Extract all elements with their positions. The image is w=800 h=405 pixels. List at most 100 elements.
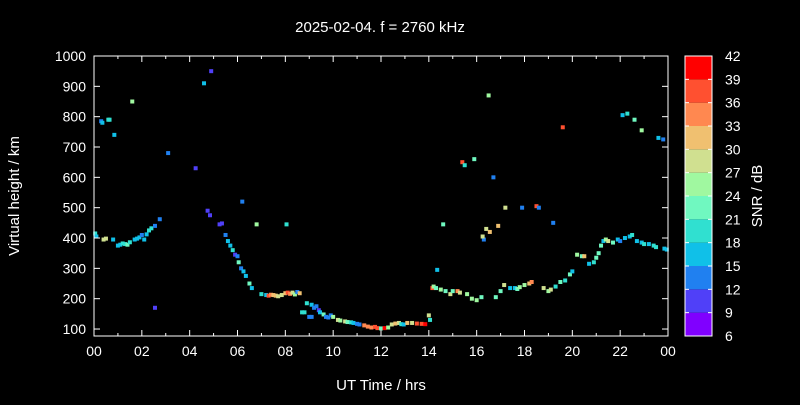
colorbar-tick-label: 24 <box>725 188 741 204</box>
data-point <box>266 293 271 298</box>
data-point <box>515 286 520 291</box>
data-point <box>546 289 551 294</box>
data-point <box>233 252 238 257</box>
data-point <box>536 205 541 210</box>
data-point <box>239 266 244 271</box>
data-point <box>529 280 534 285</box>
data-point <box>290 290 295 295</box>
y-tick-label: 500 <box>63 200 87 216</box>
data-point <box>522 283 527 288</box>
data-point <box>560 125 565 130</box>
colorbar-band <box>685 196 712 220</box>
data-point <box>410 320 415 325</box>
y-tick-label: 100 <box>63 321 87 337</box>
data-point <box>112 132 117 137</box>
x-tick-label: 00 <box>660 343 676 359</box>
data-point <box>103 236 108 241</box>
data-point <box>399 322 404 327</box>
data-point <box>120 241 125 246</box>
data-point <box>223 232 228 237</box>
data-point <box>414 321 419 326</box>
data-point <box>331 314 336 319</box>
data-point <box>594 255 599 260</box>
data-point <box>455 289 460 294</box>
data-point <box>271 293 276 298</box>
data-point <box>157 217 162 222</box>
data-point <box>634 239 639 244</box>
data-point <box>512 286 517 291</box>
data-point <box>219 221 224 226</box>
data-point <box>323 314 328 319</box>
data-point <box>622 236 627 241</box>
data-point <box>551 220 556 225</box>
colorbar-tick-label: 15 <box>725 258 741 274</box>
data-point <box>591 260 596 265</box>
data-point <box>338 318 343 323</box>
data-point <box>351 320 356 325</box>
data-point <box>579 254 584 259</box>
data-point <box>349 320 354 325</box>
data-point <box>493 295 498 300</box>
data-point <box>236 260 241 265</box>
data-point <box>582 254 587 259</box>
data-point <box>496 223 501 228</box>
data-point <box>610 240 615 245</box>
data-point <box>664 247 669 252</box>
colorbar-band <box>685 102 712 126</box>
data-point <box>460 160 465 165</box>
colorbar-tick-label: 12 <box>725 281 741 297</box>
data-point <box>487 229 492 234</box>
data-point <box>318 310 323 315</box>
colorbar-band <box>685 79 712 103</box>
data-point <box>443 289 448 294</box>
data-point <box>480 234 485 239</box>
y-tick-label: 200 <box>63 291 87 307</box>
y-tick-label: 900 <box>63 78 87 94</box>
data-point <box>379 326 383 331</box>
chart-title: 2025-02-04. f = 2760 kHz <box>295 19 465 36</box>
data-point <box>541 286 546 291</box>
data-point <box>587 261 592 266</box>
axes: 00 02 04 06 08 10 12 14 16 18 20 22 00 100 200 300 400 50… <box>55 48 676 359</box>
colorbar: 6 9 12 15 18 21 24 27 30 33 36 39 42 <box>684 48 741 344</box>
data-point <box>135 236 140 241</box>
data-point <box>639 128 644 133</box>
data-point <box>240 199 245 204</box>
data-point <box>268 292 273 297</box>
data-point <box>283 291 288 296</box>
data-point <box>639 240 644 245</box>
data-point <box>457 290 462 295</box>
data-point <box>481 237 486 242</box>
data-point <box>125 242 130 247</box>
colorbar-band <box>685 242 712 266</box>
data-point <box>625 111 630 116</box>
data-point <box>328 313 333 318</box>
data-point <box>166 151 171 156</box>
data-point <box>567 272 572 277</box>
data-point <box>508 286 513 291</box>
data-point <box>93 231 98 236</box>
y-tick-label: 1000 <box>55 48 86 64</box>
colorbar-tick-label: 39 <box>725 71 741 87</box>
data-point <box>441 222 446 227</box>
data-point <box>137 235 142 240</box>
x-axis-label: UT Time / hrs <box>336 377 426 394</box>
x-tick-label: 02 <box>134 343 150 359</box>
x-tick-label: 08 <box>278 343 294 359</box>
colorbar-tick-label: 36 <box>725 95 741 111</box>
data-point <box>142 237 147 242</box>
x-tick-label: 06 <box>230 343 246 359</box>
data-point <box>479 295 484 300</box>
colorbar-band <box>685 219 712 243</box>
data-point <box>235 254 240 259</box>
data-point <box>662 246 667 251</box>
data-point <box>147 228 152 233</box>
data-point <box>498 289 503 294</box>
data-point <box>369 325 374 330</box>
data-point <box>389 322 394 327</box>
data-point <box>123 242 128 247</box>
data-point <box>428 317 433 322</box>
data-point <box>100 120 105 125</box>
data-point <box>152 305 157 310</box>
data-point <box>450 289 455 294</box>
